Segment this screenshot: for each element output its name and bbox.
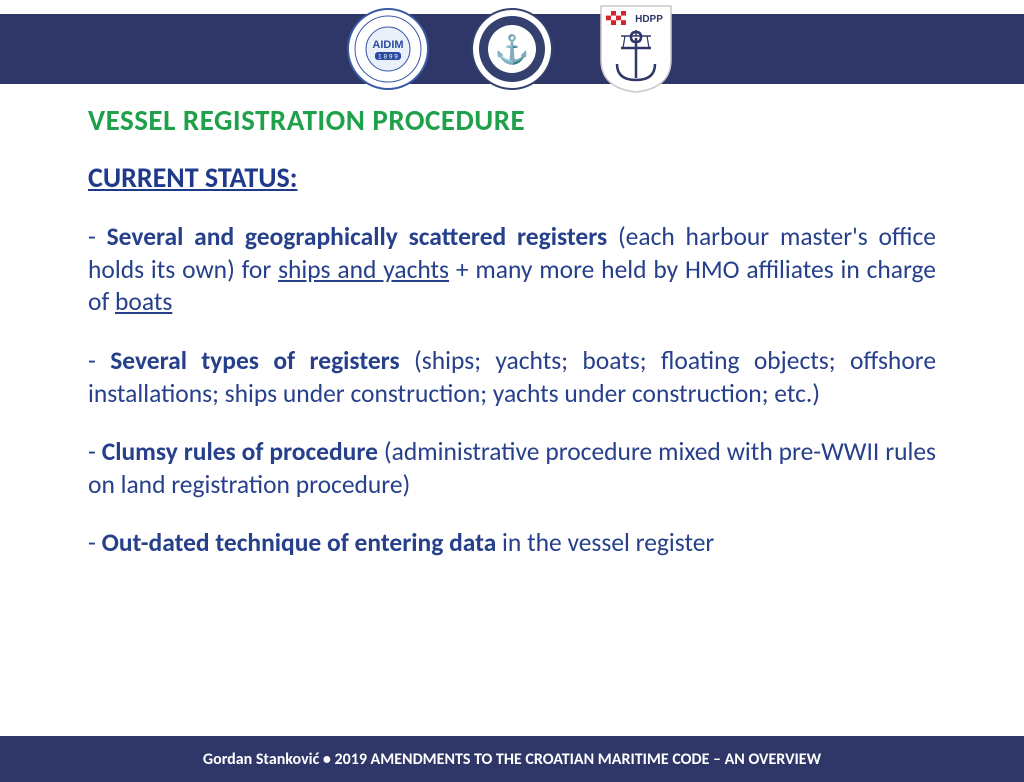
bullet-bold: Several types of registers xyxy=(110,345,399,376)
slide-title: VESSEL REGISTRATION PROCEDURE xyxy=(88,102,936,138)
bullet-1: - Several and geographically scattered r… xyxy=(88,221,936,319)
bullet-text: in the vessel register xyxy=(496,527,714,558)
bullet-dash: - xyxy=(88,221,107,252)
footer-band: Gordan Stanković • 2019 AMENDMENTS TO TH… xyxy=(0,736,1024,782)
bullet-bold: Several and geographically scattered reg… xyxy=(107,221,608,252)
slide-content: VESSEL REGISTRATION PROCEDURE CURRENT ST… xyxy=(0,84,1024,560)
svg-text:HDPP: HDPP xyxy=(635,14,663,25)
bullet-dash: - xyxy=(88,527,102,558)
bullet-underline: ships and yachts xyxy=(278,254,449,285)
footer-text: Gordan Stanković • 2019 AMENDMENTS TO TH… xyxy=(203,750,821,769)
logo-aidim: AIDIM 1 8 9 9 xyxy=(347,8,429,90)
section-heading: CURRENT STATUS: xyxy=(88,160,936,195)
bullet-4: - Out-dated technique of entering data i… xyxy=(88,527,936,560)
bullet-bold: Out-dated technique of entering data xyxy=(102,527,497,558)
logo-row: AIDIM 1 8 9 9 ⚓ xyxy=(347,8,677,90)
bullet-dash: - xyxy=(88,345,110,376)
logo-hdpp: HDPP xyxy=(595,8,677,90)
svg-text:AIDIM: AIDIM xyxy=(372,39,403,51)
bullet-2: - Several types of registers (ships; yac… xyxy=(88,345,936,410)
logo-anchor-seal: ⚓ xyxy=(471,8,553,90)
bullet-3: - Clumsy rules of procedure (administrat… xyxy=(88,436,936,501)
header-band: AIDIM 1 8 9 9 ⚓ xyxy=(0,14,1024,84)
svg-text:⚓: ⚓ xyxy=(495,32,530,67)
bullet-dash: - xyxy=(88,436,102,467)
bullet-bold: Clumsy rules of procedure xyxy=(102,436,378,467)
bullet-underline: boats xyxy=(115,286,172,317)
svg-text:1 8 9 9: 1 8 9 9 xyxy=(378,54,398,61)
